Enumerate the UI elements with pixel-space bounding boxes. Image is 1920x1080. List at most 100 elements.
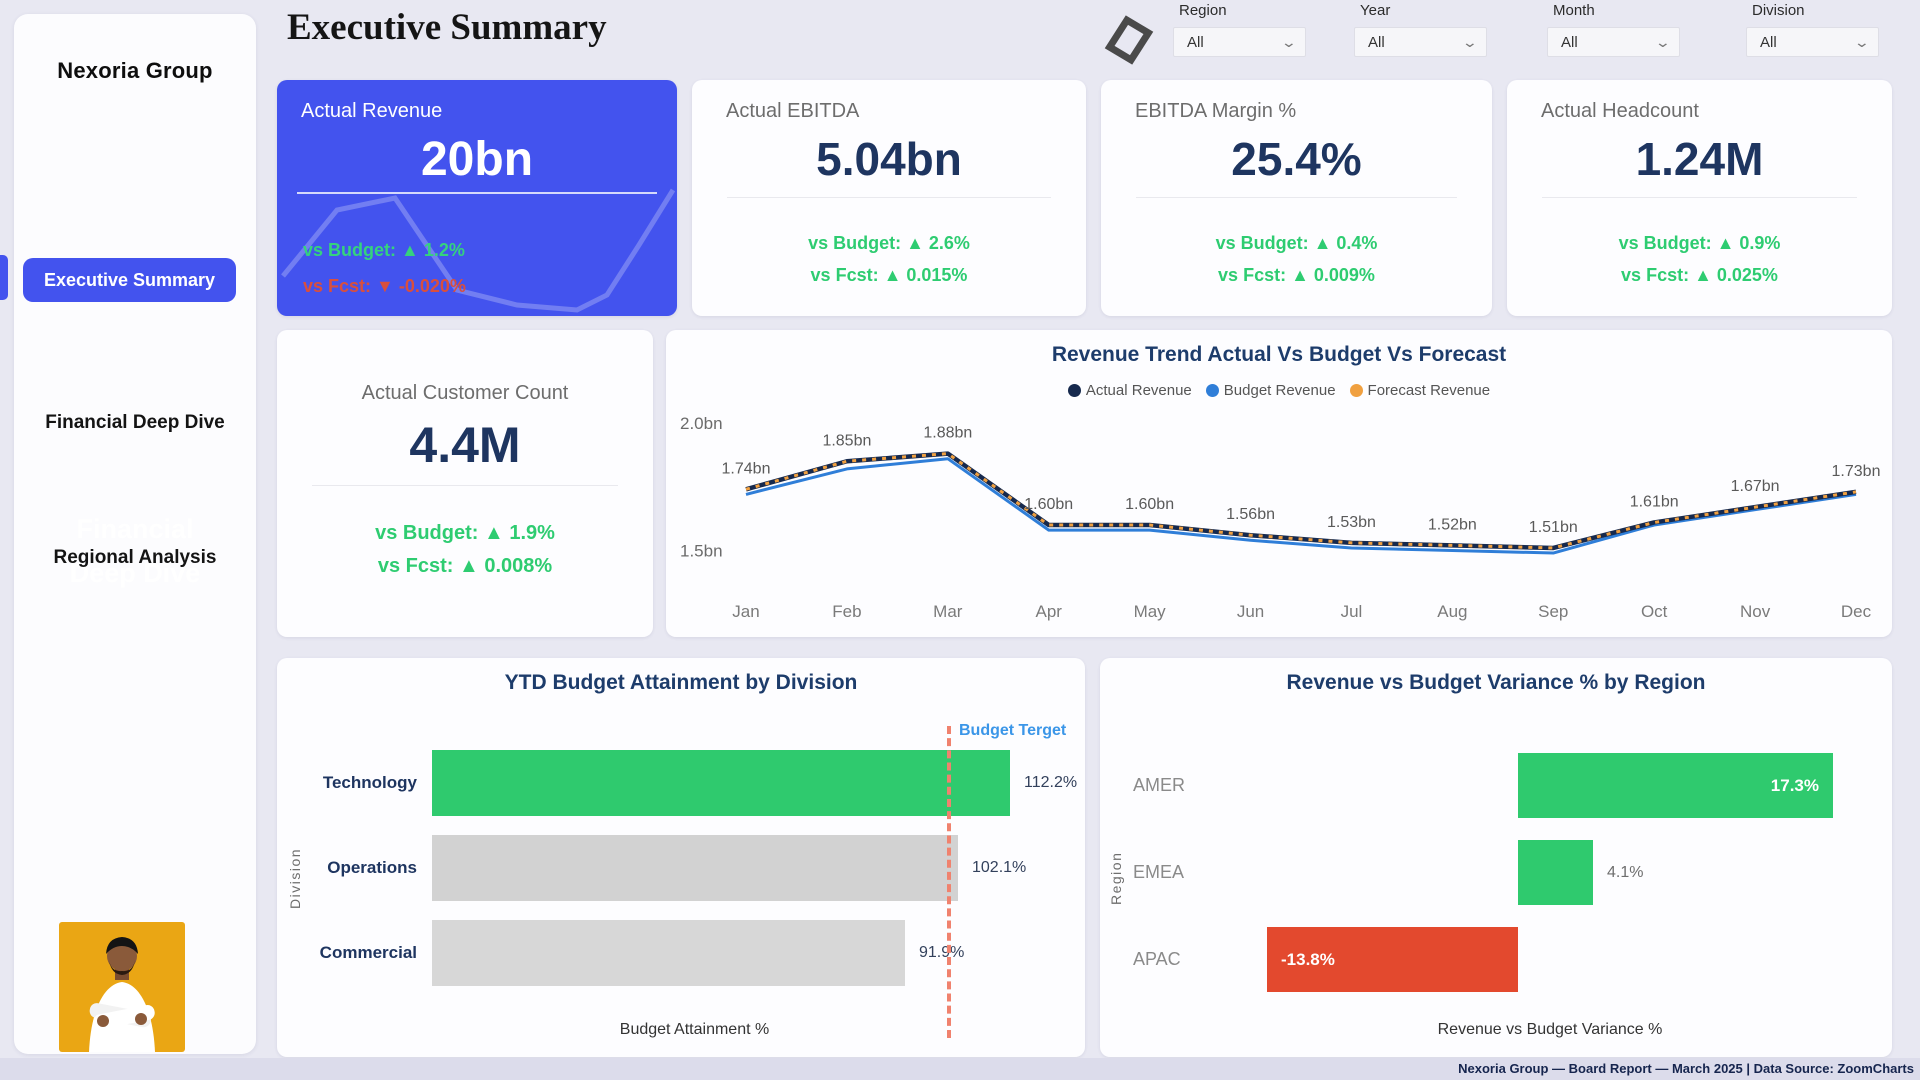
divider: [297, 192, 657, 194]
actual-revenue-line[interactable]: [745, 451, 1857, 551]
kpi-card-actual-customer-count: Actual Customer Count 4.4M vs Budget: ▲ …: [277, 330, 653, 637]
attainment-bar[interactable]: [432, 835, 958, 901]
divider: [312, 485, 618, 486]
variance-value-label: -13.8%: [1281, 950, 1335, 969]
x-tick: Feb: [832, 602, 861, 621]
filter-region: Region All ⌄: [1173, 2, 1306, 57]
x-tick: Mar: [933, 602, 963, 621]
x-tick: Jun: [1237, 602, 1264, 621]
variance-chart-card: Revenue vs Budget Variance % by Region R…: [1100, 658, 1892, 1057]
attainment-value-label: 112.2%: [1024, 774, 1078, 791]
variance-bar[interactable]: [1518, 753, 1833, 818]
variance-bar[interactable]: [1518, 840, 1593, 905]
budget-target-line: [947, 726, 951, 1038]
kpi-vs-fcst: vs Fcst: ▲ 0.025%: [1621, 265, 1778, 285]
chevron-down-icon: ⌄: [1853, 33, 1871, 50]
variance-value-label: 17.3%: [1770, 776, 1819, 795]
divider: [727, 197, 1051, 198]
footer-bar: Nexoria Group — Board Report — March 202…: [0, 1058, 1920, 1080]
x-tick: Jul: [1341, 602, 1363, 621]
filter-month-dropdown[interactable]: All ⌄: [1547, 27, 1680, 57]
filter-region-dropdown[interactable]: All ⌄: [1173, 27, 1306, 57]
legend-item-forecast[interactable]: Forecast Revenue: [1349, 382, 1490, 399]
attainment-category-label: Operations: [327, 858, 417, 877]
variance-category-label: APAC: [1133, 949, 1181, 969]
kpi-title: Actual EBITDA: [726, 100, 860, 122]
filter-month: Month All ⌄: [1547, 2, 1680, 57]
filter-year: Year All ⌄: [1354, 2, 1487, 57]
chevron-down-icon: ⌄: [1280, 33, 1298, 50]
kpi-title: Actual Headcount: [1541, 100, 1699, 122]
filter-region-label: Region: [1179, 2, 1227, 19]
variance-x-axis-label: Revenue vs Budget Variance %: [1437, 1021, 1663, 1038]
kpi-title: Actual Customer Count: [361, 382, 569, 404]
x-tick: Sep: [1538, 602, 1568, 621]
legend-dot-forecast: [1349, 384, 1363, 397]
x-tick: Dec: [1841, 602, 1872, 621]
attainment-chart-card: YTD Budget Attainment by Division Divisi…: [277, 658, 1085, 1057]
ghost-watermark-text: Financial Deep Dive: [69, 514, 201, 588]
filter-division-dropdown[interactable]: All ⌄: [1746, 27, 1879, 57]
kpi-vs-budget: vs Budget: ▲ 1.2%: [303, 240, 465, 260]
trend-chart-card: Revenue Trend Actual Vs Budget Vs Foreca…: [666, 330, 1892, 637]
active-page-edge-marker: [0, 255, 8, 300]
chevron-down-icon: ⌄: [1461, 33, 1479, 50]
attainment-value-label: 102.1%: [972, 859, 1027, 876]
trend-chart-title: Revenue Trend Actual Vs Budget Vs Foreca…: [1051, 343, 1507, 366]
divider: [1542, 197, 1857, 198]
kpi-value: 5.04bn: [816, 133, 962, 185]
filter-year-dropdown[interactable]: All ⌄: [1354, 27, 1487, 57]
variance-bar[interactable]: [1267, 927, 1518, 992]
filter-month-label: Month: [1553, 2, 1595, 19]
kpi-vs-budget: vs Budget: ▲ 0.9%: [1618, 233, 1781, 253]
forecast-revenue-line[interactable]: [745, 452, 1857, 550]
kpi-vs-fcst: vs Fcst: ▲ 0.015%: [810, 265, 968, 285]
attainment-bar[interactable]: [432, 750, 1010, 816]
point-label: 1.60bn: [1024, 496, 1073, 513]
point-label: 1.53bn: [1327, 514, 1376, 531]
chevron-down-icon: ⌄: [1654, 33, 1672, 50]
x-tick: Aug: [1437, 602, 1467, 621]
point-label: 1.51bn: [1529, 519, 1578, 536]
kpi-vs-fcst: vs Fcst: ▼ -0.020%: [303, 276, 466, 296]
kpi-vs-budget: vs Budget: ▲ 2.6%: [808, 233, 970, 253]
legend-item-actual[interactable]: Actual Revenue: [1067, 382, 1192, 399]
x-tick: May: [1134, 602, 1167, 621]
attainment-chart-title: YTD Budget Attainment by Division: [504, 671, 858, 694]
footer-text: Nexoria Group — Board Report — March 202…: [1458, 1061, 1914, 1076]
attainment-bar[interactable]: [432, 920, 905, 986]
revenue-sparkline: [281, 188, 676, 313]
kpi-value: 1.24M: [1635, 133, 1764, 185]
y-tick: 2.0bn: [680, 414, 723, 433]
filter-division: Division All ⌄: [1746, 2, 1879, 57]
budget-revenue-line[interactable]: [745, 457, 1857, 555]
attainment-category-label: Commercial: [319, 943, 417, 962]
point-label: 1.85bn: [822, 432, 871, 449]
budget-target-label: Budget Terget: [959, 722, 1067, 739]
legend-dot-budget: [1205, 384, 1219, 397]
sidebar-item-financial-deep-dive[interactable]: Financial Deep Dive: [45, 412, 225, 433]
x-tick: Jan: [732, 602, 759, 621]
point-label: 1.56bn: [1226, 506, 1275, 523]
variance-chart-title: Revenue vs Budget Variance % by Region: [1286, 671, 1706, 694]
x-tick: Nov: [1740, 602, 1771, 621]
sidebar-item-regional-analysis[interactable]: Regional Analysis: [53, 547, 217, 568]
kpi-card-ebitda-margin: EBITDA Margin % 25.4% vs Budget: ▲ 0.4% …: [1101, 80, 1492, 316]
trend-line-chart[interactable]: 2.0bn 1.5bn 1.74bn 1.85bn 1.88bn 1.60bn 1.60bn…: [666, 405, 1892, 635]
variance-category-label: AMER: [1133, 775, 1186, 795]
variance-category-label: EMEA: [1133, 862, 1185, 882]
y-tick: 1.5bn: [680, 542, 723, 561]
attainment-value-label: 91.9%: [919, 944, 965, 961]
kpi-value: 20bn: [420, 133, 534, 186]
kpi-vs-budget: vs Budget: ▲ 1.9%: [375, 522, 555, 544]
point-label: 1.73bn: [1832, 463, 1881, 480]
kpi-vs-fcst: vs Fcst: ▲ 0.009%: [1218, 265, 1375, 285]
legend-item-budget[interactable]: Budget Revenue: [1205, 382, 1336, 399]
brand-title: Nexoria Group: [57, 58, 213, 83]
variance-value-label: 4.1%: [1607, 864, 1644, 881]
trend-legend: Actual Revenue Budget Revenue Forecast R…: [666, 382, 1892, 399]
sidebar-item-executive-summary[interactable]: Executive Summary: [23, 258, 236, 302]
x-tick: Apr: [1035, 602, 1062, 621]
x-tick: Oct: [1641, 602, 1668, 621]
